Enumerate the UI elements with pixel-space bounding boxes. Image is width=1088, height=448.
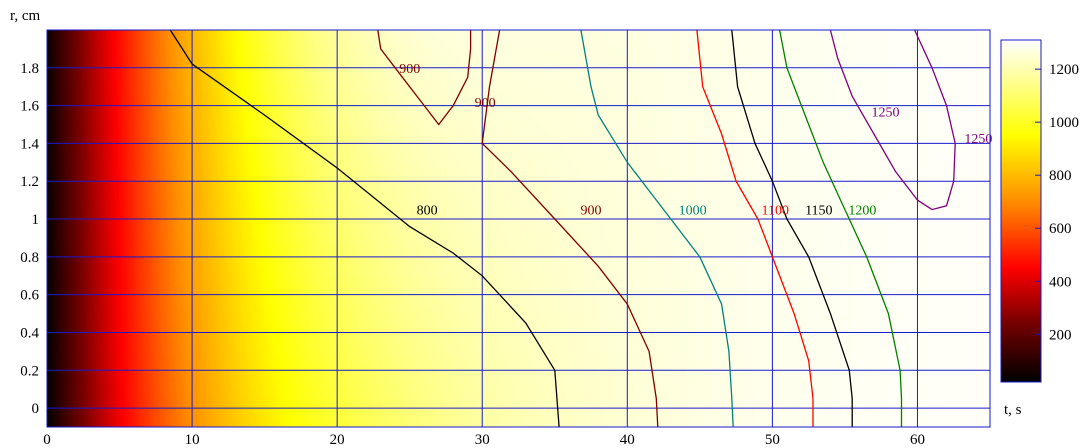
colorbar-tick-label: 400 xyxy=(1049,274,1072,290)
contour-label-1250: 1250 xyxy=(872,105,900,120)
contour-labels: 800 900 900 900 1000 1100 1150 1200 1250 1250 xyxy=(399,62,992,219)
y-tick-label: 0 xyxy=(32,401,40,417)
contour-label-1250: 1250 xyxy=(964,132,992,147)
x-tick-labels: 0 10 20 30 40 50 60 xyxy=(43,432,925,448)
x-axis-label: t, s xyxy=(1004,402,1022,418)
contour-1000 xyxy=(580,29,734,428)
colorbar-tick-label: 800 xyxy=(1049,168,1072,184)
contour-1250 xyxy=(829,29,956,211)
y-tick-label: 1 xyxy=(32,212,40,228)
x-tick-label: 30 xyxy=(475,432,490,448)
plot-frame xyxy=(46,29,991,428)
contour-1150 xyxy=(731,29,853,427)
x-tick-label: 0 xyxy=(43,432,51,448)
colorbar-ticks: 200 400 600 800 1000 1200 xyxy=(1035,62,1079,343)
y-tick-labels: 0 0.2 0.4 0.6 0.8 1 1.2 1.4 1.6 1.8 xyxy=(20,61,39,417)
contour-800 xyxy=(169,29,560,428)
contour-label-900: 900 xyxy=(399,62,420,77)
colorbar: 200 400 600 800 1000 1200 xyxy=(1000,39,1079,383)
colorbar-tick-label: 600 xyxy=(1049,221,1072,237)
contour-900 xyxy=(377,29,472,126)
x-tick-label: 50 xyxy=(765,432,780,448)
y-tick-label: 1.4 xyxy=(20,136,39,152)
x-tick-label: 40 xyxy=(620,432,635,448)
y-tick-label: 1.2 xyxy=(20,174,39,190)
contour-label-1150: 1150 xyxy=(805,204,832,219)
x-tick-label: 60 xyxy=(910,432,925,448)
y-tick-label: 0.6 xyxy=(20,288,39,304)
colorbar-tick-label: 1200 xyxy=(1049,62,1079,78)
y-tick-label: 0.2 xyxy=(20,363,39,379)
heat-field-image xyxy=(47,30,990,427)
contour-label-800: 800 xyxy=(417,204,438,219)
colorbar-tick-label: 200 xyxy=(1049,327,1072,343)
contour-900 xyxy=(481,29,659,428)
x-tick-label: 20 xyxy=(330,432,345,448)
grid-lines xyxy=(47,30,990,427)
y-tick-label: 0.4 xyxy=(20,325,39,341)
contour-label-1100: 1100 xyxy=(762,204,789,219)
contour-label-1200: 1200 xyxy=(848,204,876,219)
colorbar-gradient xyxy=(1000,39,1042,383)
y-tick-label: 1.8 xyxy=(20,61,39,77)
contour-label-900: 900 xyxy=(581,204,602,219)
y-axis-label: r, cm xyxy=(10,8,41,24)
y-tick-label: 0.8 xyxy=(20,250,39,266)
temperature-field xyxy=(47,30,990,427)
x-tick-label: 10 xyxy=(185,432,200,448)
y-tick-label: 1.6 xyxy=(20,99,39,115)
contour-1200 xyxy=(778,29,903,427)
contour-1100 xyxy=(696,29,814,427)
colorbar-tick-label: 1000 xyxy=(1049,115,1079,131)
contour-label-900: 900 xyxy=(475,96,496,111)
contour-label-1000: 1000 xyxy=(679,204,707,219)
contour-lines xyxy=(169,29,956,428)
